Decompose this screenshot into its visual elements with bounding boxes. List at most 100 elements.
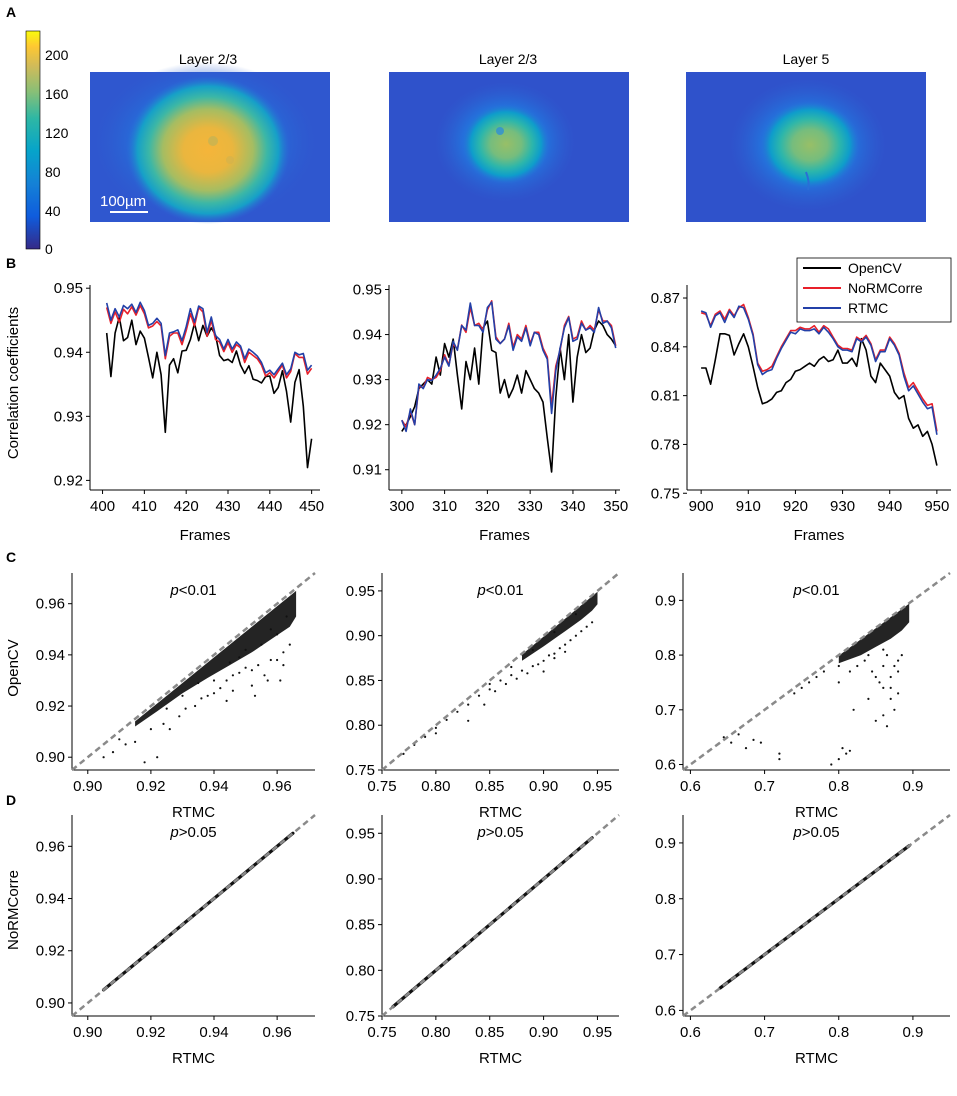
p-symbol: p	[792, 824, 801, 841]
scatter-point	[830, 763, 833, 766]
series-line-normcorre	[401, 299, 617, 428]
legend-label-normcorre: NoRMCorre	[848, 280, 923, 296]
scatter-point	[580, 630, 583, 633]
scatter-point	[282, 664, 285, 667]
scatter-point	[162, 722, 165, 726]
x-tick-label: 310	[432, 498, 457, 515]
scatter-point	[837, 681, 840, 684]
scatter-point	[558, 647, 561, 650]
scatter-point	[878, 681, 881, 684]
x-tick-label: 0.92	[136, 778, 165, 795]
scatter-point	[250, 684, 253, 687]
y-tick-label: 0.9	[655, 835, 676, 852]
scatter-point	[537, 663, 540, 666]
scatter-point	[882, 686, 885, 690]
x-tick-label: 0.90	[73, 778, 102, 795]
x-tick-label: 420	[174, 498, 199, 515]
p-condition: <0.01	[486, 582, 524, 599]
scatter-point	[231, 689, 234, 692]
scatter-point	[882, 648, 885, 651]
scatter-point	[856, 664, 859, 668]
x-tick-label: 900	[689, 498, 714, 515]
scatter-point	[889, 697, 892, 701]
scatter-point	[852, 708, 855, 711]
colorbar-tick-label: 160	[45, 86, 69, 102]
scale-bar-label: 100µm	[100, 193, 146, 210]
x-tick-label: 0.7	[754, 778, 775, 795]
x-axis-label-rtmc: RTMC	[172, 804, 215, 821]
p-value-annotation: p>0.05	[792, 824, 839, 841]
x-tick-label: 430	[215, 498, 240, 515]
y-tick-label: 0.92	[54, 472, 83, 489]
scatter-point	[467, 719, 470, 722]
x-tick-label: 0.90	[529, 1024, 558, 1041]
scatter-point	[897, 670, 900, 673]
scatter-point	[178, 715, 181, 718]
scatter-point	[531, 648, 534, 652]
legend-label-rtmc: RTMC	[848, 300, 888, 316]
p-condition: >0.05	[802, 824, 840, 841]
scatter-point	[808, 681, 811, 684]
series-line-rtmc	[700, 305, 938, 435]
scatter-point	[263, 674, 266, 677]
scatter-point	[184, 707, 187, 710]
colorbar-tick-label: 200	[45, 47, 69, 63]
x-tick-label: 0.94	[199, 778, 228, 795]
scatter-point	[266, 679, 269, 682]
scatter-point	[510, 665, 513, 669]
p-symbol: p	[169, 824, 178, 841]
x-tick-label: 920	[783, 498, 808, 515]
x-tick-label: 0.90	[529, 778, 558, 795]
scatter-point	[526, 672, 529, 675]
x-tick-label: 930	[830, 498, 855, 515]
y-tick-label: 0.92	[36, 698, 65, 715]
scatter-point	[874, 675, 877, 679]
scatter-point	[515, 677, 518, 680]
panel-a: 0 40 80 120 160 200 Layer 2/3 100µm Laye…	[25, 30, 926, 257]
p-condition: >0.05	[179, 824, 217, 841]
scatter-point	[102, 756, 105, 759]
x-tick-label: 0.96	[263, 1024, 292, 1041]
y-tick-label: 0.90	[36, 749, 65, 766]
scatter-point	[228, 661, 231, 664]
x-tick-label: 450	[299, 498, 324, 515]
scatter-point	[288, 643, 291, 646]
y-tick-label: 0.95	[346, 583, 375, 600]
x-tick-label: 0.85	[475, 1024, 504, 1041]
scatter-point	[553, 652, 556, 655]
scatter-point	[848, 749, 852, 752]
scatter-point	[800, 686, 803, 690]
y-axis-label-opencv: OpenCV	[5, 639, 22, 697]
scatter-point	[882, 714, 885, 717]
panel-letter-c: C	[6, 549, 16, 565]
x-tick-label: 950	[924, 498, 949, 515]
x-axis-label-rtmc: RTMC	[795, 804, 838, 821]
x-tick-label: 0.9	[902, 778, 923, 795]
scatter-point	[456, 710, 459, 713]
series-line-opencv	[105, 316, 313, 469]
y-tick-label: 0.90	[346, 871, 375, 888]
heatmap-image-2: Layer 2/3	[389, 51, 629, 222]
scatter-point	[134, 740, 137, 744]
y-tick-label: 0.93	[54, 408, 83, 425]
scatter-point	[149, 728, 152, 731]
x-tick-label: 0.95	[583, 778, 612, 795]
x-tick-label: 0.85	[475, 778, 504, 795]
y-tick-label: 0.96	[36, 838, 65, 855]
y-axis-label-correlation: Correlation coefficients	[5, 307, 22, 459]
x-tick-label: 0.75	[367, 778, 396, 795]
colorbar	[25, 30, 41, 250]
scatter-point	[553, 657, 556, 660]
scatter-point	[848, 670, 852, 673]
panel-letter-b: B	[6, 255, 16, 271]
legend-label-opencv: OpenCV	[848, 260, 902, 276]
scatter-point	[250, 669, 253, 672]
scatter-point	[822, 670, 826, 673]
x-tick-label: 0.94	[199, 1024, 228, 1041]
scatter-point	[244, 648, 247, 651]
p-symbol: p	[476, 582, 485, 599]
y-tick-label: 0.6	[655, 757, 676, 774]
p-value-annotation: p<0.01	[169, 582, 216, 599]
scatter-point	[744, 747, 748, 750]
y-tick-label: 0.90	[346, 628, 375, 645]
